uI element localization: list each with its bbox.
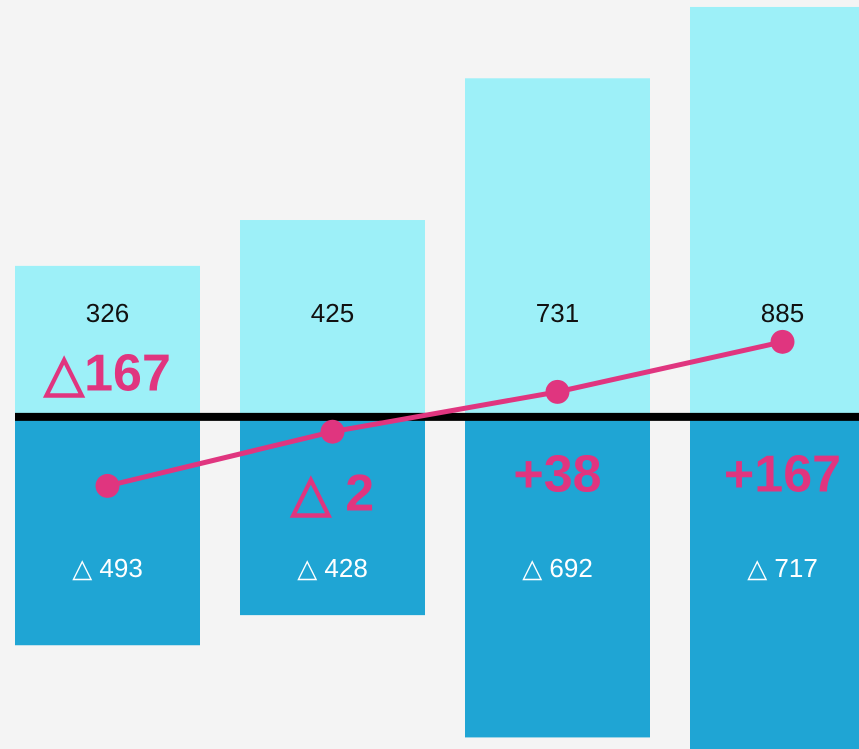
upper-value-label: 326 [86, 298, 129, 328]
lower-value-label: △ 717 [747, 553, 818, 583]
lower-bar [15, 416, 200, 646]
line-point [95, 473, 120, 498]
upper-value-label: 425 [311, 298, 354, 328]
lower-bar [240, 416, 425, 616]
delta-label: △167 [42, 345, 171, 403]
upper-bar [240, 220, 425, 417]
line-point [545, 379, 570, 404]
delta-label: +167 [724, 446, 841, 504]
upper-bar [465, 78, 650, 417]
line-point [320, 419, 345, 444]
upper-bar [15, 265, 200, 417]
lower-value-label: △ 428 [297, 553, 368, 583]
line [106, 339, 784, 489]
lower-value-label: △ 493 [72, 553, 143, 583]
delta-label: △ 2 [289, 465, 374, 523]
lower-bar [465, 416, 650, 738]
upper-value-label: 885 [761, 298, 804, 328]
line-point [770, 329, 795, 354]
lower-bar [690, 416, 859, 749]
lower-value-label: △ 692 [522, 553, 593, 583]
upper-value-label: 731 [536, 298, 579, 328]
delta-label: +38 [513, 446, 601, 504]
